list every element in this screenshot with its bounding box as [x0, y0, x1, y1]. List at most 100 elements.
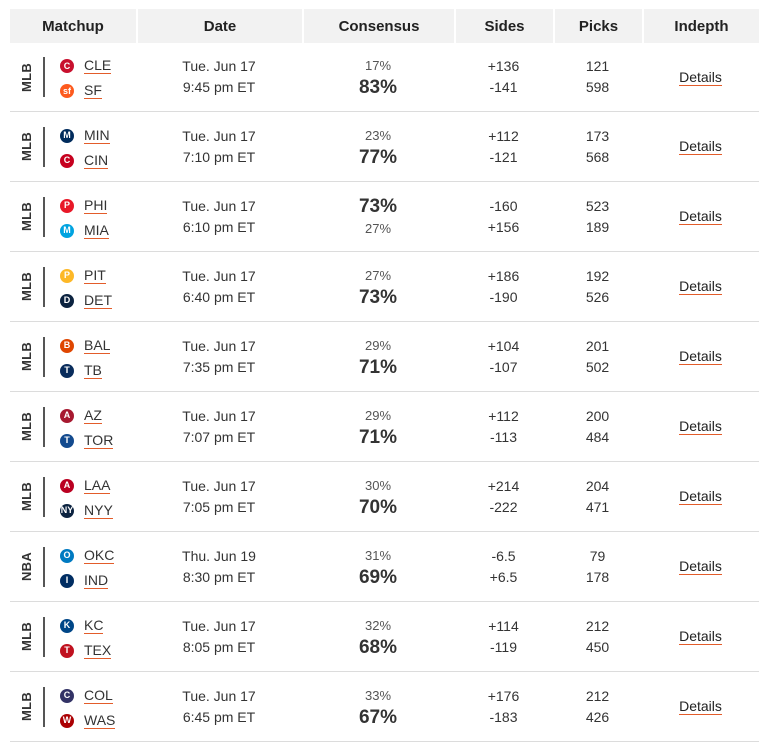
league-divider — [43, 196, 45, 237]
consensus-cell: 29% 71% — [302, 392, 454, 462]
matchup-cell: MLB A LAA NY NYY — [10, 462, 136, 532]
away-team[interactable]: A LAA — [60, 475, 113, 497]
home-team-abbr[interactable]: TB — [84, 361, 102, 379]
home-team[interactable]: I IND — [60, 570, 114, 592]
sides-away: +112 — [488, 127, 519, 144]
away-team-abbr[interactable]: COL — [84, 686, 113, 704]
home-team[interactable]: C CIN — [60, 150, 110, 172]
game-time: 6:10 pm ET — [182, 218, 256, 235]
away-team[interactable]: C CLE — [60, 55, 112, 77]
away-team-abbr[interactable]: OKC — [84, 546, 115, 564]
away-team[interactable]: P PIT — [60, 265, 112, 287]
away-team[interactable]: P PHI — [60, 195, 109, 217]
game-time: 7:35 pm ET — [182, 358, 256, 375]
details-link[interactable]: Details — [679, 208, 722, 225]
picks-away: 523 — [585, 197, 610, 214]
away-team-abbr[interactable]: LAA — [84, 476, 111, 494]
home-team[interactable]: D DET — [60, 290, 112, 312]
sides-cell: +214 -222 — [454, 462, 553, 532]
matchup-cell: MLB M MIN C CIN — [10, 112, 136, 182]
home-team[interactable]: T TOR — [60, 430, 114, 452]
home-team-abbr[interactable]: DET — [84, 291, 112, 309]
header-indepth: Indepth — [642, 9, 759, 43]
consensus-cell: 23% 77% — [302, 112, 454, 182]
home-team-abbr[interactable]: MIA — [84, 221, 109, 239]
details-link[interactable]: Details — [679, 138, 722, 155]
away-team-abbr[interactable]: AZ — [84, 406, 102, 424]
away-team[interactable]: C COL — [60, 685, 115, 707]
header-sides[interactable]: Sides — [454, 9, 553, 43]
consensus-home: 71% — [358, 356, 398, 378]
home-team-abbr[interactable]: SF — [84, 82, 102, 99]
home-team[interactable]: NY NYY — [60, 500, 113, 522]
league-label: MLB — [19, 201, 35, 232]
game-date: Tue. Jun 17 — [182, 477, 256, 494]
details-link[interactable]: Details — [679, 698, 722, 715]
indepth-cell: Details — [642, 182, 759, 252]
header-consensus[interactable]: Consensus — [302, 9, 454, 43]
home-team-abbr[interactable]: TOR — [84, 431, 114, 449]
away-team[interactable]: A AZ — [60, 405, 113, 427]
picks-away: 204 — [585, 477, 610, 494]
league-divider — [43, 546, 45, 587]
away-team[interactable]: B BAL — [60, 335, 111, 357]
matchup-cell: MLB P PHI M MIA — [10, 182, 136, 252]
game-date: Tue. Jun 17 — [182, 407, 256, 424]
home-team-abbr[interactable]: WAS — [84, 711, 116, 729]
away-team-abbr[interactable]: PHI — [84, 196, 108, 214]
table-row: MLB P PIT D DET Tue. Jun 17 6:40 pm ET 27% 73% +1… — [10, 252, 759, 322]
home-team[interactable]: M MIA — [60, 220, 109, 242]
away-team-abbr[interactable]: KC — [84, 616, 104, 634]
details-link[interactable]: Details — [679, 488, 722, 505]
away-team[interactable]: K KC — [60, 615, 111, 637]
away-team[interactable]: M MIN — [60, 125, 110, 147]
home-team[interactable]: T TEX — [60, 640, 112, 662]
details-link[interactable]: Details — [679, 558, 722, 575]
indepth-cell: Details — [642, 602, 759, 672]
indepth-cell: Details — [642, 392, 759, 462]
details-link[interactable]: Details — [679, 628, 722, 645]
home-team-abbr[interactable]: CIN — [84, 151, 109, 169]
away-team-abbr[interactable]: PIT — [84, 266, 106, 284]
details-link[interactable]: Details — [679, 418, 722, 435]
sides-home: -190 — [489, 288, 518, 305]
details-link[interactable]: Details — [679, 68, 722, 86]
header-picks[interactable]: Picks — [553, 9, 642, 43]
details-link[interactable]: Details — [679, 278, 722, 295]
game-time: 6:45 pm ET — [182, 708, 256, 725]
home-team-logo-icon: C — [60, 153, 74, 168]
consensus-cell: 73% 27% — [302, 182, 454, 252]
home-team[interactable]: W WAS — [60, 710, 116, 732]
home-team-abbr[interactable]: TEX — [84, 641, 112, 659]
indepth-cell: Details — [642, 462, 759, 532]
league-divider — [43, 616, 45, 657]
home-team-logo-icon: D — [60, 293, 74, 308]
header-matchup[interactable]: Matchup — [10, 9, 136, 43]
home-team[interactable]: sf SF — [60, 80, 111, 102]
game-time: 7:05 pm ET — [182, 498, 256, 515]
date-cell: Tue. Jun 17 9:45 pm ET — [136, 43, 302, 112]
consensus-away: 31% — [364, 547, 392, 563]
away-team[interactable]: O OKC — [60, 545, 115, 567]
away-team-logo-icon: C — [60, 59, 74, 73]
indepth-cell: Details — [642, 43, 759, 112]
home-team[interactable]: T TB — [60, 360, 110, 382]
away-team-abbr[interactable]: MIN — [84, 126, 110, 144]
home-team-abbr[interactable]: NYY — [84, 501, 113, 519]
home-team-abbr[interactable]: IND — [84, 571, 109, 589]
away-team-abbr[interactable]: BAL — [84, 336, 111, 354]
date-cell: Tue. Jun 17 6:40 pm ET — [136, 252, 302, 322]
league-divider — [43, 336, 45, 377]
home-team-logo-icon: NY — [60, 503, 74, 518]
consensus-home: 27% — [364, 220, 392, 236]
date-cell: Tue. Jun 17 7:05 pm ET — [136, 462, 302, 532]
away-team-abbr[interactable]: CLE — [84, 57, 112, 74]
sides-cell: +186 -190 — [454, 252, 553, 322]
header-date[interactable]: Date — [136, 9, 302, 43]
sides-home: -121 — [489, 148, 518, 165]
picks-cell: 212 450 — [553, 602, 642, 672]
details-link[interactable]: Details — [679, 348, 722, 365]
picks-cell: 121 598 — [553, 43, 642, 112]
consensus-home: 68% — [358, 636, 398, 658]
